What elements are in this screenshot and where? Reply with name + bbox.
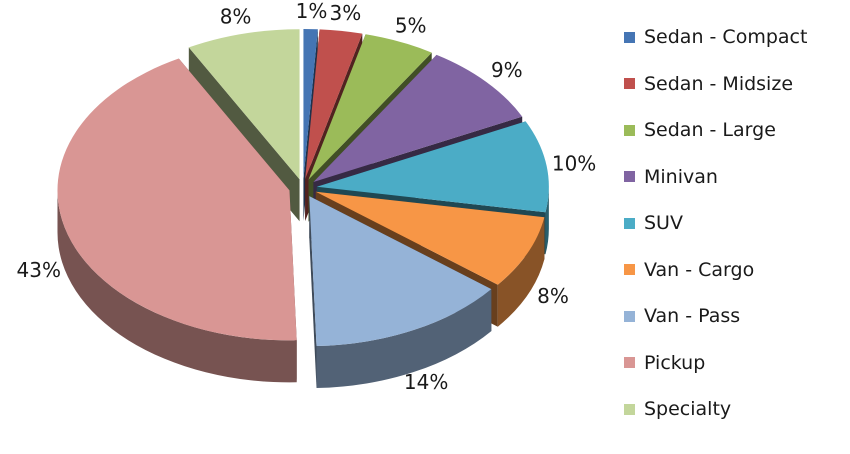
pie-data-label: 9% [491,58,523,82]
legend-label: Sedan - Midsize [644,72,794,95]
pie-slice-outer-wall [545,186,549,255]
pie-data-label: 5% [395,13,427,37]
pie-data-label: 14% [404,370,448,394]
pie-data-label: 43% [17,258,61,282]
pie-data-label: 8% [220,4,252,28]
pie-data-labels: 1% 3% 5% 9% 10% 8% 14% 43% 8% [17,0,597,394]
legend-item: Sedan - Large [624,107,844,154]
legend-item: Specialty [624,386,844,433]
legend-item: SUV [624,200,844,247]
legend-swatch [624,78,635,90]
legend-label: Pickup [644,351,706,374]
pie-slice-van-pass [309,196,492,347]
pie-slice-sedan-compact [303,28,318,179]
legend-item: Minivan [624,154,844,201]
legend-item: Van - Pass [624,293,844,340]
legend-swatch [624,264,635,276]
pie-data-label: 10% [552,151,596,175]
pie-slice-suv [316,121,549,213]
legend-label: Specialty [644,398,732,421]
legend-swatch [624,217,635,229]
legend-swatch [624,403,635,415]
pie-slice-outer-wall [497,217,545,327]
pie-slice-sedan-large [308,34,432,180]
pie-data-label: 1% [296,0,328,23]
pie-plot-area: 1% 3% 5% 9% 10% 8% 14% 43% 8% [17,0,597,394]
legend-item: Sedan - Compact [624,14,844,61]
legend-label: Minivan [644,165,718,188]
legend-label: Sedan - Compact [644,26,808,49]
legend-swatch [624,31,635,43]
pie-data-label: 8% [537,284,569,308]
legend-label: Van - Pass [644,305,741,328]
pie-slice-radial-face [309,196,317,389]
pie-slice-outer-wall [316,289,492,389]
legend-swatch [624,124,635,136]
legend-swatch [624,310,635,322]
pie-data-label: 3% [330,1,362,25]
legend-label: Van - Cargo [644,258,755,281]
pie-slice-van-cargo [315,191,545,285]
legend-label: Sedan - Large [644,119,776,142]
legend-item: Pickup [624,340,844,387]
legend-item: Van - Cargo [624,247,844,294]
legend: Sedan - Compact Sedan - Midsize Sedan - … [624,14,844,433]
pie-slice-minivan [313,54,523,182]
pie-slice-outer-wall [57,190,297,383]
legend-label: SUV [644,212,683,235]
pie-slice-pickup [57,58,297,341]
pie-slice-specialty [188,29,300,180]
pie-slice-sedan-midsize [305,29,363,180]
legend-item: Sedan - Midsize [624,61,844,108]
legend-swatch [624,171,635,183]
legend-swatch [624,357,635,369]
pie-slice-tops [57,28,549,347]
